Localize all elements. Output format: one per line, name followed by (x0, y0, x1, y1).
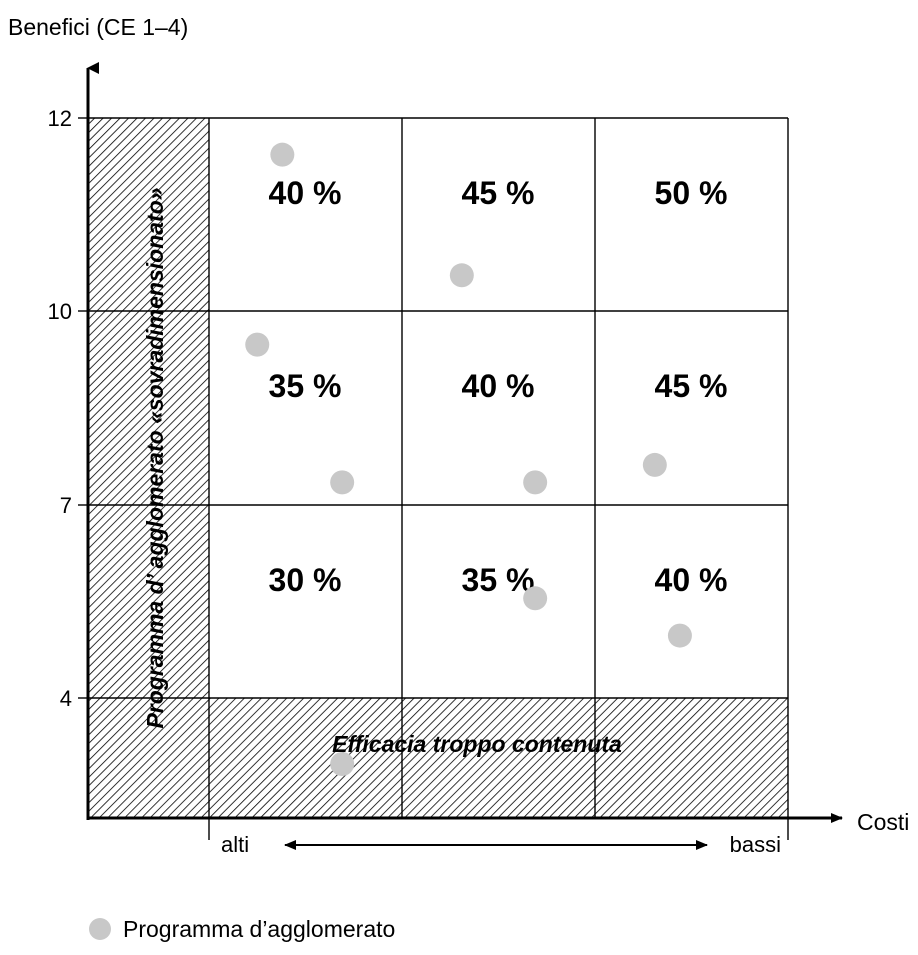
y-tick-label-4: 4 (60, 686, 72, 711)
data-point-8 (668, 624, 692, 648)
cell-percentages: 40 % 45 % 50 % 35 % 40 % 45 % 30 % 35 % … (269, 175, 728, 598)
cell-pct-r3-c3: 50 % (655, 175, 728, 211)
cost-label-alti: alti (221, 832, 249, 857)
data-point-1 (270, 143, 294, 167)
data-points (245, 143, 692, 776)
zone-label-low-efficacy: Efficacia troppo contenuta (332, 731, 622, 757)
data-point-3 (245, 333, 269, 357)
cell-pct-r2-c2: 40 % (462, 368, 535, 404)
cell-pct-r1-c1: 30 % (269, 562, 342, 598)
y-tick-label-10: 10 (48, 299, 72, 324)
zone-label-oversized: Programma d’ agglomerato «sovradimension… (142, 187, 168, 728)
data-point-5 (523, 470, 547, 494)
y-axis-title: Benefici (CE 1–4) (8, 14, 188, 40)
cell-pct-r3-c1: 40 % (269, 175, 342, 211)
data-point-7 (523, 586, 547, 610)
data-point-4 (330, 470, 354, 494)
cell-pct-r1-c3: 40 % (655, 562, 728, 598)
cell-pct-r2-c1: 35 % (269, 368, 342, 404)
cell-pct-r1-c2: 35 % (462, 562, 535, 598)
y-tick-label-7: 7 (60, 493, 72, 518)
data-point-2 (450, 263, 474, 287)
cell-pct-r3-c2: 45 % (462, 175, 535, 211)
legend-marker (89, 918, 111, 940)
y-tick-label-12: 12 (48, 106, 72, 131)
legend-label: Programma d’agglomerato (123, 916, 395, 942)
zone-bottom-low-efficacy (209, 698, 788, 818)
x-axis-title: Costi (857, 809, 909, 835)
cell-pct-r2-c3: 45 % (655, 368, 728, 404)
cost-label-bassi: bassi (730, 832, 781, 857)
data-point-6 (643, 453, 667, 477)
